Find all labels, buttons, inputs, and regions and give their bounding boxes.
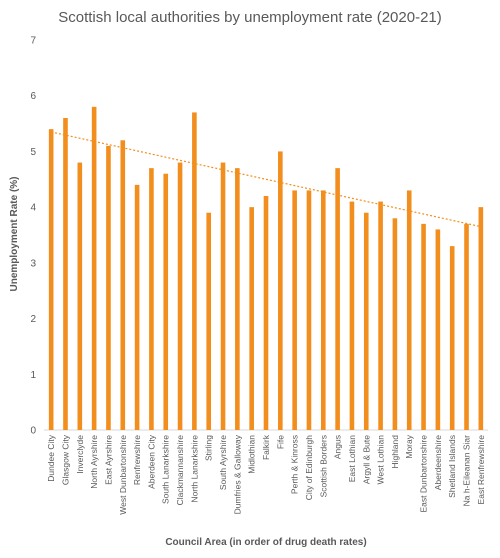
- bar: [363, 212, 369, 430]
- bar: [478, 207, 484, 430]
- x-tick-label: South Ayrshire: [218, 435, 228, 490]
- x-tick-label: Perth & Kinross: [290, 435, 300, 494]
- x-tick-label: Midlothian: [247, 435, 257, 474]
- y-tick-label: 5: [30, 147, 36, 158]
- x-tick-label: Stirling: [204, 435, 214, 461]
- bar: [220, 162, 226, 431]
- y-axis-title: Unemployment Rate (%): [9, 176, 20, 291]
- bar: [77, 162, 83, 431]
- bar: [63, 118, 68, 430]
- x-tick-label: West Lothian: [376, 435, 386, 485]
- bar: [449, 246, 455, 430]
- trendline: [51, 131, 481, 228]
- x-tick-label: West Dunbartonshire: [118, 435, 128, 515]
- y-tick-label: 1: [30, 370, 36, 381]
- bar: [249, 207, 254, 430]
- bar: [392, 218, 398, 430]
- bar: [406, 190, 412, 430]
- x-tick-label: Na h-Eileanan Siar: [462, 435, 472, 507]
- x-tick-label: Dumfries & Galloway: [232, 434, 242, 514]
- y-tick-label: 2: [30, 314, 36, 325]
- bar: [421, 223, 426, 430]
- x-axis-title: Council Area (in order of drug death rat…: [165, 537, 366, 548]
- bar: [163, 173, 169, 430]
- bar: [235, 168, 240, 430]
- x-tick-label: North Ayrshire: [89, 435, 99, 489]
- bar: [106, 145, 111, 430]
- bar: [306, 190, 312, 430]
- bars-group: [48, 106, 484, 431]
- x-tick-label: East Ayrshire: [103, 435, 113, 485]
- y-axis-ticks: 0 1 2 3 4 5 6 7: [30, 36, 36, 437]
- bar: [320, 190, 326, 430]
- bar: [263, 196, 269, 430]
- bar: [378, 201, 383, 430]
- y-tick-label: 7: [30, 36, 36, 47]
- bar: [349, 201, 355, 430]
- bar: [120, 140, 126, 431]
- x-tick-label: Moray: [404, 434, 414, 458]
- bar: [134, 184, 140, 430]
- bar: [177, 162, 183, 431]
- x-tick-label: East Dunbartonshire: [419, 435, 429, 513]
- bar: [292, 190, 297, 430]
- x-tick-label: Falkirk: [261, 434, 271, 460]
- bar: [91, 106, 97, 430]
- x-tick-label: Fife: [275, 435, 285, 449]
- x-tick-label: Scottish Borders: [318, 435, 328, 497]
- bar: [435, 229, 441, 430]
- x-tick-label: Renfrewshire: [132, 435, 142, 485]
- x-tick-label: North Lanarkshire: [189, 435, 199, 503]
- y-tick-label: 6: [30, 91, 36, 102]
- bar: [464, 223, 469, 430]
- bar: [149, 168, 154, 430]
- x-axis-ticks: Dundee City Glasgow City Inverclyde North A…: [46, 434, 486, 514]
- x-tick-label: East Lothian: [347, 435, 357, 483]
- bar: [48, 129, 54, 430]
- x-tick-label: South Lanarkshire: [161, 435, 171, 504]
- x-tick-label: East Renfrewshire: [476, 435, 486, 505]
- x-tick-label: Dundee City: [46, 434, 56, 482]
- x-tick-label: Argyll & Bute: [361, 435, 371, 484]
- x-tick-label: Shetland Islands: [447, 435, 457, 498]
- x-tick-label: Inverclyde: [75, 435, 85, 474]
- x-tick-label: City of Edinburgh: [304, 435, 314, 500]
- x-tick-label: Aberdeen City: [146, 434, 156, 489]
- x-tick-label: Aberdeenshire: [433, 435, 443, 491]
- y-tick-label: 0: [30, 426, 36, 437]
- x-tick-label: Highland: [390, 435, 400, 469]
- y-tick-label: 4: [30, 203, 36, 214]
- bar: [335, 168, 340, 430]
- x-tick-label: Glasgow City: [60, 434, 70, 485]
- bar: [206, 212, 212, 430]
- chart-title: Scottish local authorities by unemployme…: [58, 9, 442, 26]
- x-tick-label: Angus: [333, 435, 343, 459]
- bar: [278, 151, 283, 430]
- y-tick-label: 3: [30, 258, 36, 269]
- bar: [192, 112, 197, 430]
- x-tick-label: Clackmannanshire: [175, 435, 185, 506]
